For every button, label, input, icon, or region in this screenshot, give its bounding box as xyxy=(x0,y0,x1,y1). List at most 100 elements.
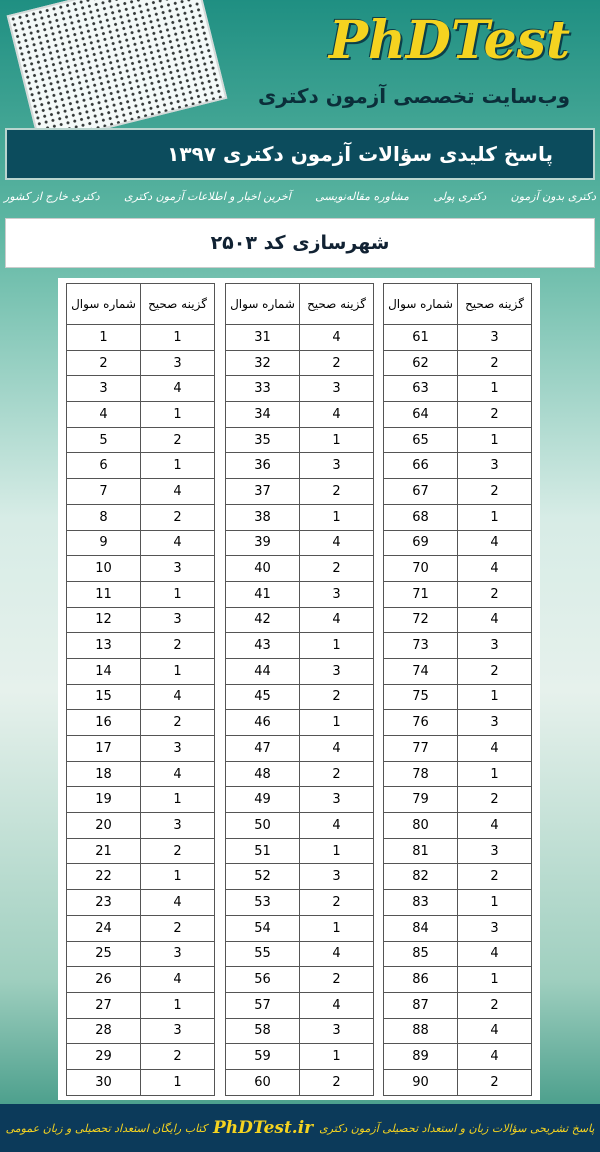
footer-left[interactable]: پاسخ تشریحی سؤالات زبان و استعداد تحصیلی… xyxy=(319,1121,595,1135)
header-number: شماره سوال xyxy=(225,283,300,325)
answer-block: شماره سوال گزینه صحیح 1 1 2 3 3 4 4 1 5 2 6 1 7 4 8 2 9 4 10… xyxy=(66,283,215,1096)
question-number: 88 xyxy=(383,1017,458,1045)
correct-answer: 1 xyxy=(140,863,215,891)
answer-row: 65 1 xyxy=(383,426,532,454)
question-number: 82 xyxy=(383,863,458,891)
question-number: 28 xyxy=(66,1017,141,1045)
question-number: 51 xyxy=(225,837,300,865)
question-number: 15 xyxy=(66,683,141,711)
answer-row: 52 3 xyxy=(225,863,374,891)
correct-answer: 1 xyxy=(299,632,374,659)
correct-answer: 4 xyxy=(299,735,374,762)
question-number: 60 xyxy=(225,1068,300,1096)
correct-answer: 1 xyxy=(140,452,215,480)
correct-answer: 3 xyxy=(299,452,374,480)
nav-link[interactable]: دکتری بدون آزمون xyxy=(510,190,596,203)
answer-row: 70 4 xyxy=(383,555,532,582)
correct-answer: 4 xyxy=(457,735,532,762)
header-row: شماره سوال گزینه صحیح xyxy=(225,283,374,325)
nav-link[interactable]: دکتری پولی xyxy=(433,190,487,203)
answer-row: 60 2 xyxy=(225,1068,374,1096)
answer-row: 12 3 xyxy=(66,606,215,634)
correct-answer: 1 xyxy=(299,426,374,454)
correct-answer: 2 xyxy=(457,349,532,377)
footer-right[interactable]: کتاب رایگان استعداد تحصیلی و زبان عمومی xyxy=(5,1121,207,1135)
correct-answer: 3 xyxy=(140,606,215,634)
question-number: 38 xyxy=(225,503,300,531)
question-number: 18 xyxy=(66,760,141,788)
correct-answer: 3 xyxy=(140,812,215,839)
correct-answer: 4 xyxy=(299,606,374,634)
question-number: 7 xyxy=(66,478,141,505)
answer-row: 74 2 xyxy=(383,657,532,685)
question-number: 43 xyxy=(225,632,300,659)
correct-answer: 2 xyxy=(457,401,532,428)
correct-answer: 4 xyxy=(299,991,374,1019)
correct-answer: 4 xyxy=(140,683,215,711)
correct-answer: 4 xyxy=(140,478,215,505)
answer-row: 84 3 xyxy=(383,914,532,942)
question-number: 21 xyxy=(66,837,141,865)
tagline: وب‌سایت تخصصی آزمون دکتری xyxy=(257,84,570,108)
correct-answer: 2 xyxy=(457,657,532,685)
question-number: 81 xyxy=(383,837,458,865)
question-number: 75 xyxy=(383,683,458,711)
answer-row: 17 3 xyxy=(66,735,215,762)
correct-answer: 3 xyxy=(457,709,532,736)
question-number: 5 xyxy=(66,426,141,454)
correct-answer: 4 xyxy=(140,966,215,993)
question-number: 69 xyxy=(383,529,458,557)
question-number: 57 xyxy=(225,991,300,1019)
correct-answer: 4 xyxy=(457,555,532,582)
answer-row: 58 3 xyxy=(225,1017,374,1045)
answer-row: 77 4 xyxy=(383,735,532,762)
answer-row: 19 1 xyxy=(66,786,215,814)
question-number: 61 xyxy=(383,324,458,351)
correct-answer: 4 xyxy=(457,940,532,968)
question-number: 58 xyxy=(225,1017,300,1045)
answer-row: 59 1 xyxy=(225,1043,374,1070)
answer-row: 79 2 xyxy=(383,786,532,814)
correct-answer: 1 xyxy=(140,401,215,428)
question-number: 4 xyxy=(66,401,141,428)
correct-answer: 1 xyxy=(457,966,532,993)
question-number: 53 xyxy=(225,889,300,916)
question-number: 68 xyxy=(383,503,458,531)
footer-site[interactable]: PhDTest.ir xyxy=(212,1118,314,1138)
answer-row: 87 2 xyxy=(383,991,532,1019)
question-number: 41 xyxy=(225,580,300,608)
nav-link[interactable]: آخرین اخبار و اطلاعات آزمون دکتری xyxy=(124,190,291,203)
correct-answer: 2 xyxy=(140,503,215,531)
answer-row: 88 4 xyxy=(383,1017,532,1045)
question-number: 84 xyxy=(383,914,458,942)
nav-link[interactable]: دکتری خارج از کشور xyxy=(4,190,100,203)
correct-answer: 1 xyxy=(140,786,215,814)
correct-answer: 4 xyxy=(140,889,215,916)
correct-answer: 2 xyxy=(299,683,374,711)
question-number: 46 xyxy=(225,709,300,736)
answer-row: 55 4 xyxy=(225,940,374,968)
correct-answer: 3 xyxy=(140,555,215,582)
question-number: 29 xyxy=(66,1043,141,1070)
question-number: 11 xyxy=(66,580,141,608)
question-number: 85 xyxy=(383,940,458,968)
question-number: 67 xyxy=(383,478,458,505)
answer-row: 36 3 xyxy=(225,452,374,480)
banner: پاسخ کلیدی سؤالات آزمون دکتری ۱۳۹۷ xyxy=(5,128,595,180)
correct-answer: 3 xyxy=(457,632,532,659)
answer-row: 53 2 xyxy=(225,889,374,916)
question-number: 25 xyxy=(66,940,141,968)
answer-row: 13 2 xyxy=(66,632,215,659)
correct-answer: 3 xyxy=(457,324,532,351)
answer-row: 44 3 xyxy=(225,657,374,685)
nav-link[interactable]: مشاوره مقاله‌نویسی xyxy=(315,190,409,203)
question-number: 42 xyxy=(225,606,300,634)
answer-row: 24 2 xyxy=(66,914,215,942)
answer-row: 75 1 xyxy=(383,683,532,711)
question-number: 55 xyxy=(225,940,300,968)
question-number: 1 xyxy=(66,324,141,351)
correct-answer: 2 xyxy=(299,478,374,505)
correct-answer: 2 xyxy=(457,786,532,814)
